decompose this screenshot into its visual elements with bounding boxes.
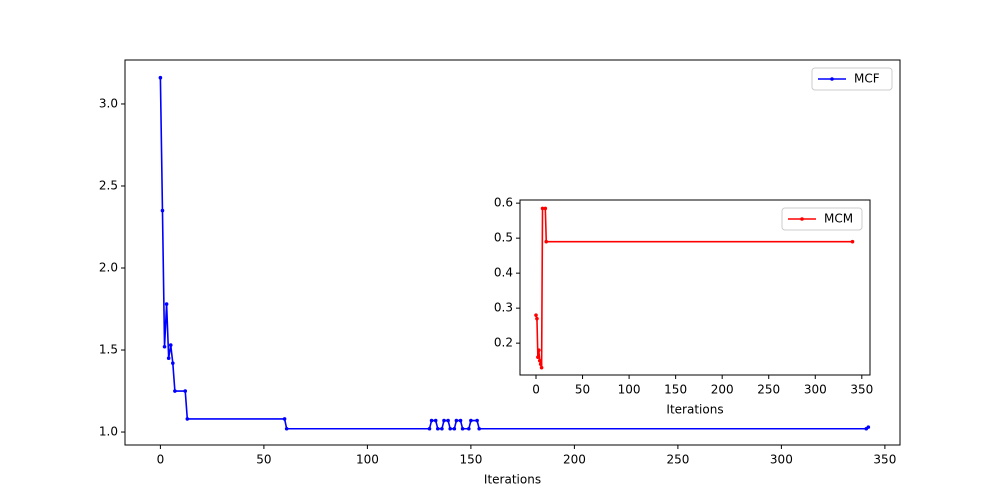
- x-tick-label: 100: [618, 383, 641, 397]
- x-tick-label: 100: [356, 453, 379, 467]
- legend-box: [781, 207, 863, 231]
- y-tick-label: 0.3: [494, 301, 513, 315]
- axes-frame: [124, 59, 901, 446]
- y-tick-label: 2.5: [99, 178, 118, 192]
- point: [282, 417, 287, 421]
- point: [458, 418, 463, 423]
- point: [539, 365, 544, 370]
- point: [168, 343, 173, 347]
- x-tick-label: 200: [563, 453, 586, 467]
- point: [540, 206, 545, 211]
- y-tick-label: 2.0: [99, 261, 118, 275]
- point: [537, 348, 541, 352]
- point: [537, 358, 542, 363]
- point: [171, 361, 175, 365]
- point: [460, 426, 465, 431]
- x-tick-label: 350: [873, 453, 896, 467]
- x-axis-label: Iterations: [484, 473, 541, 487]
- point: [164, 302, 169, 306]
- point: [543, 206, 548, 211]
- point: [448, 426, 452, 431]
- legend-label: MCF: [854, 72, 880, 86]
- point: [467, 426, 471, 431]
- legend-marker: [830, 77, 834, 81]
- y-tick-label: 0.2: [494, 336, 513, 350]
- x-tick-label: 300: [770, 453, 793, 467]
- y-tick-label: 0.4: [494, 266, 513, 280]
- point: [538, 362, 543, 366]
- point: [160, 208, 165, 213]
- x-tick-label: 300: [804, 383, 827, 397]
- x-tick-label: 150: [459, 453, 482, 467]
- x-tick-label: 200: [711, 383, 734, 397]
- legend-label: MCM: [824, 212, 853, 226]
- point: [284, 426, 289, 431]
- point: [183, 389, 188, 393]
- y-tick-label: 0.6: [494, 196, 513, 210]
- point: [427, 426, 432, 431]
- point: [475, 418, 479, 423]
- x-tick-label: 250: [666, 453, 689, 467]
- x-axis-label: Iterations: [666, 403, 723, 417]
- x-tick-label: 350: [850, 383, 873, 397]
- point: [534, 313, 538, 317]
- point: [429, 418, 434, 423]
- point: [173, 389, 177, 393]
- point: [185, 417, 190, 421]
- legend-box: [811, 67, 893, 91]
- point: [850, 239, 855, 244]
- legend-marker: [800, 217, 804, 221]
- point: [477, 426, 481, 431]
- point: [435, 426, 440, 431]
- point: [866, 425, 871, 429]
- point: [442, 418, 446, 423]
- x-tick-label: 150: [664, 383, 687, 397]
- y-tick-label: 1.0: [99, 425, 118, 439]
- point: [440, 426, 444, 431]
- x-tick-label: 50: [256, 453, 271, 467]
- x-tick-label: 0: [157, 453, 165, 467]
- point: [536, 355, 540, 359]
- x-tick-label: 0: [532, 383, 540, 397]
- y-tick-label: 3.0: [99, 96, 118, 110]
- x-tick-label: 250: [757, 383, 780, 397]
- point: [535, 316, 539, 321]
- point: [446, 418, 450, 423]
- point: [166, 356, 171, 361]
- point: [544, 239, 549, 244]
- point: [469, 418, 473, 423]
- point: [158, 75, 163, 80]
- point: [162, 344, 167, 349]
- point: [452, 426, 457, 431]
- point: [433, 418, 438, 423]
- y-tick-label: 1.5: [99, 343, 118, 357]
- axes-frame: [519, 199, 871, 376]
- point: [454, 418, 459, 423]
- y-tick-label: 0.5: [494, 231, 513, 245]
- x-tick-label: 50: [575, 383, 590, 397]
